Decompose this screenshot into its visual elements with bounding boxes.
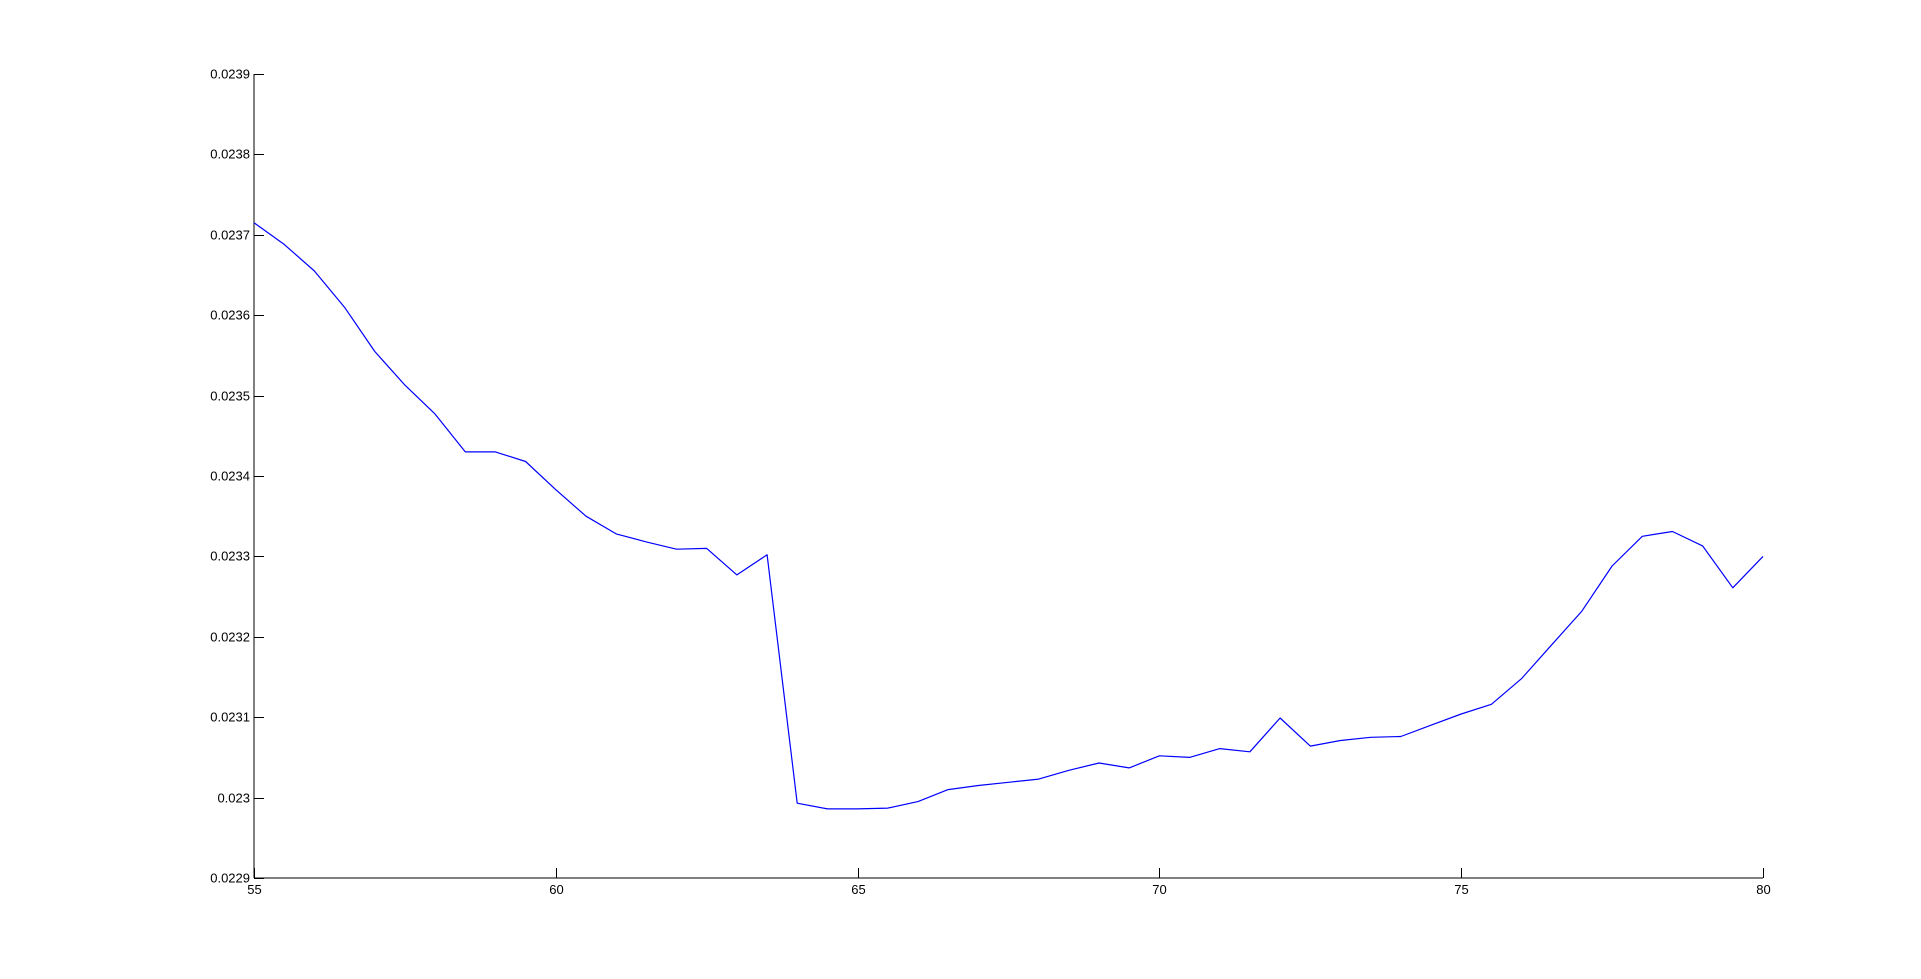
y-tick-label: 0.0234: [210, 469, 250, 484]
y-tick-label: 0.0229: [210, 871, 250, 886]
y-tick-label: 0.0232: [210, 630, 250, 645]
series-line-0: [253, 222, 1764, 810]
x-tick-label: 70: [1152, 882, 1166, 897]
y-tick-label: 0.0236: [210, 308, 250, 323]
y-tick-label: 0.0233: [210, 549, 250, 564]
x-tick-label: 65: [851, 882, 865, 897]
x-tick-label: 80: [1756, 882, 1770, 897]
x-tick-label: 55: [247, 882, 261, 897]
y-tick-label: 0.0231: [210, 710, 250, 725]
x-tick-label: 60: [549, 882, 563, 897]
y-tick-label: 0.0238: [210, 147, 250, 162]
y-tick-label: 0.0239: [210, 67, 250, 82]
y-tick-label: 0.023: [217, 791, 250, 806]
y-tick-label: 0.0235: [210, 389, 250, 404]
series-layer: [253, 222, 1764, 810]
axes: [253, 74, 1763, 879]
ticks: [254, 74, 1764, 879]
x-tick-label: 75: [1454, 882, 1468, 897]
tick-labels: 0.0229 0.023 0.0231 0.0232 0.0233 0.0234 0.023…: [210, 67, 1771, 898]
y-tick-label: 0.0237: [210, 228, 250, 243]
